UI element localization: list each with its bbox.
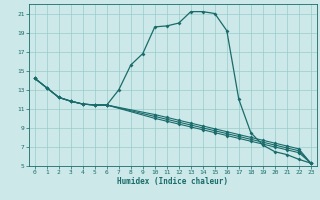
X-axis label: Humidex (Indice chaleur): Humidex (Indice chaleur) [117,177,228,186]
